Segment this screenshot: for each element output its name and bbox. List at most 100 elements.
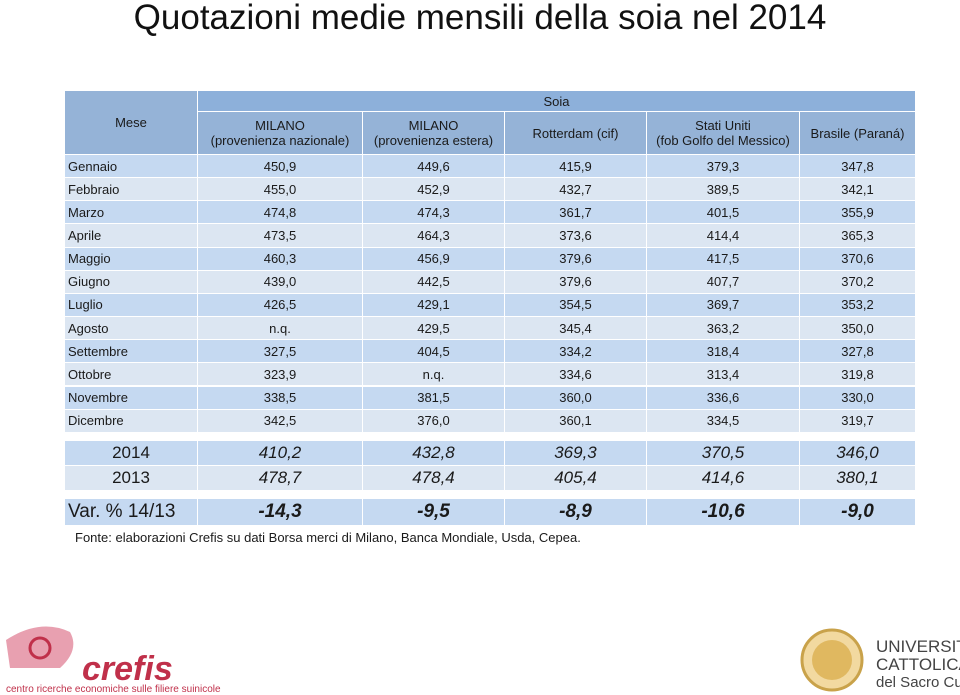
value-cell: 342,5 bbox=[198, 409, 363, 433]
value-cell: 429,1 bbox=[363, 293, 505, 318]
variation-value: -9,5 bbox=[363, 499, 505, 526]
value-cell: 370,2 bbox=[800, 270, 916, 294]
month-cell: Agosto bbox=[65, 317, 198, 341]
value-cell: 334,5 bbox=[647, 409, 800, 433]
value-cell: 449,6 bbox=[363, 155, 505, 179]
value-cell: 334,6 bbox=[505, 363, 647, 387]
value-cell: 456,9 bbox=[363, 247, 505, 271]
summary-value: 414,6 bbox=[647, 466, 800, 491]
value-cell: 455,0 bbox=[198, 178, 363, 202]
summary-value: 478,4 bbox=[363, 466, 505, 491]
value-cell: 360,1 bbox=[505, 409, 647, 433]
summary-year: 2014 bbox=[65, 441, 198, 466]
value-cell: 373,6 bbox=[505, 224, 647, 248]
value-cell: 404,5 bbox=[363, 340, 505, 364]
variation-value: -10,6 bbox=[647, 499, 800, 526]
value-cell: 460,3 bbox=[198, 247, 363, 271]
variation-value: -8,9 bbox=[505, 499, 647, 526]
header-column: Rotterdam (cif) bbox=[505, 112, 647, 155]
summary-value: 346,0 bbox=[800, 441, 916, 466]
value-cell: 347,8 bbox=[800, 155, 916, 179]
value-cell: 370,6 bbox=[800, 247, 916, 271]
header-column: MILANO (provenienza estera) bbox=[363, 112, 505, 155]
month-cell: Aprile bbox=[65, 224, 198, 248]
value-cell: 342,1 bbox=[800, 178, 916, 202]
value-cell: 450,9 bbox=[198, 155, 363, 179]
summary-value: 410,2 bbox=[198, 441, 363, 466]
month-cell: Novembre bbox=[65, 386, 198, 410]
variation-value: -9,0 bbox=[800, 499, 916, 526]
summary-value: 432,8 bbox=[363, 441, 505, 466]
summary-value: 380,1 bbox=[800, 466, 916, 491]
value-cell: 452,9 bbox=[363, 178, 505, 202]
value-cell: 389,5 bbox=[647, 178, 800, 202]
month-cell: Settembre bbox=[65, 340, 198, 364]
title: Quotazioni medie mensili della soia nel … bbox=[133, 0, 827, 37]
crefis-logo: crefis centro ricerche economiche sulle … bbox=[6, 626, 221, 695]
month-cell: Febbraio bbox=[65, 178, 198, 202]
value-cell: 414,4 bbox=[647, 224, 800, 248]
value-cell: 379,3 bbox=[647, 155, 800, 179]
university-line: CATTOLICA bbox=[876, 655, 960, 674]
value-cell: 330,0 bbox=[800, 386, 916, 410]
value-cell: 429,5 bbox=[363, 317, 505, 341]
value-cell: 417,5 bbox=[647, 247, 800, 271]
value-cell: 353,2 bbox=[800, 293, 916, 318]
value-cell: 319,7 bbox=[800, 409, 916, 433]
month-cell: Ottobre bbox=[65, 363, 198, 387]
header-column: Brasile (Paraná) bbox=[800, 112, 916, 155]
value-cell: 323,9 bbox=[198, 363, 363, 387]
value-cell: 426,5 bbox=[198, 293, 363, 318]
month-cell: Giugno bbox=[65, 270, 198, 294]
value-cell: 379,6 bbox=[505, 270, 647, 294]
header-month: Mese bbox=[65, 91, 198, 155]
value-cell: 363,2 bbox=[647, 317, 800, 341]
month-cell: Maggio bbox=[65, 247, 198, 271]
crefis-caption: centro ricerche economiche sulle filiere… bbox=[6, 684, 221, 695]
value-cell: 376,0 bbox=[363, 409, 505, 433]
crefis-icon bbox=[6, 626, 74, 668]
value-cell: 313,4 bbox=[647, 363, 800, 387]
header-group: Soia bbox=[198, 91, 916, 112]
value-cell: 442,5 bbox=[363, 270, 505, 294]
university-line: UNIVERSITÀ bbox=[876, 637, 960, 656]
university-logo: UNIVERSITÀ CATTOLICA del Sacro Cuore bbox=[800, 628, 960, 692]
value-cell: 407,7 bbox=[647, 270, 800, 294]
value-cell: 415,9 bbox=[505, 155, 647, 179]
value-cell: 336,6 bbox=[647, 386, 800, 410]
university-seal bbox=[800, 628, 864, 692]
value-cell: 401,5 bbox=[647, 201, 800, 225]
summary-value: 370,5 bbox=[647, 441, 800, 466]
month-cell: Luglio bbox=[65, 293, 198, 318]
value-cell: 381,5 bbox=[363, 386, 505, 410]
month-cell: Dicembre bbox=[65, 409, 198, 433]
summary-value: 369,3 bbox=[505, 441, 647, 466]
value-cell: n.q. bbox=[198, 317, 363, 341]
header-column: Stati Uniti (fob Golfo del Messico) bbox=[647, 112, 800, 155]
value-cell: n.q. bbox=[363, 363, 505, 387]
month-cell: Marzo bbox=[65, 201, 198, 225]
summary-value: 478,7 bbox=[198, 466, 363, 491]
value-cell: 360,0 bbox=[505, 386, 647, 410]
value-cell: 319,8 bbox=[800, 363, 916, 387]
variation-value: -14,3 bbox=[198, 499, 363, 526]
value-cell: 327,5 bbox=[198, 340, 363, 364]
value-cell: 345,4 bbox=[505, 317, 647, 341]
value-cell: 355,9 bbox=[800, 201, 916, 225]
value-cell: 369,7 bbox=[647, 293, 800, 318]
month-cell: Gennaio bbox=[65, 155, 198, 179]
value-cell: 474,3 bbox=[363, 201, 505, 225]
crefis-name: crefis bbox=[82, 650, 173, 688]
value-cell: 361,7 bbox=[505, 201, 647, 225]
value-cell: 354,5 bbox=[505, 293, 647, 318]
value-cell: 379,6 bbox=[505, 247, 647, 271]
value-cell: 439,0 bbox=[198, 270, 363, 294]
summary-year: 2013 bbox=[65, 466, 198, 491]
summary-value: 405,4 bbox=[505, 466, 647, 491]
value-cell: 318,4 bbox=[647, 340, 800, 364]
value-cell: 327,8 bbox=[800, 340, 916, 364]
university-line: del Sacro Cuore bbox=[876, 674, 960, 691]
value-cell: 334,2 bbox=[505, 340, 647, 364]
crefis-icon-ring bbox=[28, 636, 52, 660]
